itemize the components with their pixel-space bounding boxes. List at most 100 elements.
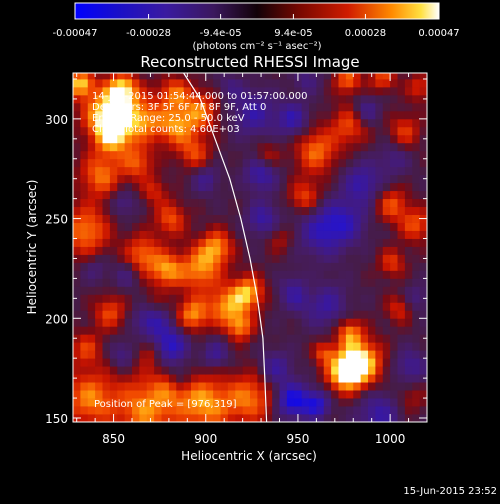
heatmap-cell: [220, 254, 229, 263]
heatmap-cell: [301, 166, 310, 176]
heatmap-cell: [264, 358, 273, 367]
heatmap-cell: [124, 278, 133, 287]
heatmap-cell: [168, 382, 177, 391]
heatmap-cell: [205, 73, 214, 80]
heatmap-cell: [294, 198, 303, 208]
heatmap-cell: [412, 238, 421, 247]
heatmap-cell: [191, 278, 199, 287]
heatmap-cell: [205, 342, 214, 351]
heatmap-cell: [345, 86, 354, 96]
heatmap-cell: [183, 238, 192, 247]
heatmap-cell: [227, 206, 236, 215]
heatmap-cell: [382, 158, 391, 168]
heatmap-cell: [353, 182, 362, 192]
heatmap-cell: [257, 286, 266, 295]
heatmap-cell: [242, 406, 251, 415]
heatmap-cell: [220, 262, 229, 271]
heatmap-cell: [154, 134, 162, 144]
heatmap-cell: [220, 174, 229, 184]
heatmap-cell: [397, 73, 406, 80]
heatmap-cell: [124, 86, 133, 96]
heatmap-cell: [117, 110, 126, 120]
heatmap-cell: [375, 350, 384, 359]
heatmap-cell: [345, 342, 354, 351]
heatmap-cell: [139, 214, 148, 223]
heatmap-cell: [87, 158, 96, 168]
heatmap-cell: [323, 94, 332, 104]
heatmap-cell: [309, 310, 317, 319]
heatmap-cell: [331, 182, 339, 192]
heatmap-cell: [146, 142, 155, 152]
heatmap-cell: [205, 238, 214, 247]
heatmap-cell: [146, 126, 155, 136]
heatmap-cell: [198, 73, 207, 80]
heatmap-cell: [390, 310, 398, 319]
heatmap-cell: [198, 94, 207, 104]
heatmap-cell: [154, 382, 162, 391]
heatmap-cell: [250, 286, 258, 295]
heatmap-cell: [176, 222, 185, 231]
heatmap-cell: [161, 358, 170, 367]
heatmap-cell: [390, 118, 398, 128]
heatmap-cell: [109, 350, 118, 359]
heatmap-cell: [397, 302, 406, 311]
heatmap-cell: [397, 374, 406, 383]
heatmap-cell: [345, 142, 354, 152]
heatmap-cell: [191, 366, 199, 375]
heatmap-cell: [294, 334, 303, 343]
heatmap-cell: [227, 326, 236, 335]
heatmap-cell: [73, 286, 81, 295]
heatmap-cell: [191, 238, 199, 247]
heatmap-cell: [124, 326, 133, 335]
heatmap-cell: [368, 406, 376, 415]
heatmap-cell: [176, 86, 185, 96]
heatmap-cell: [227, 134, 236, 144]
heatmap-cell: [191, 102, 199, 112]
heatmap-cell: [132, 342, 140, 351]
heatmap-cell: [132, 142, 140, 152]
heatmap-cell: [146, 118, 155, 128]
heatmap-cell: [198, 198, 207, 208]
heatmap-cell: [412, 286, 421, 295]
heatmap-cell: [360, 350, 369, 359]
heatmap-cell: [242, 222, 251, 231]
heatmap-cell: [183, 86, 192, 96]
heatmap-cell: [257, 310, 266, 319]
heatmap-cell: [176, 366, 185, 375]
heatmap-cell: [294, 190, 303, 200]
heatmap-cell: [412, 366, 421, 375]
heatmap-cell: [345, 126, 354, 136]
heatmap-cell: [264, 230, 273, 239]
heatmap-cell: [176, 302, 185, 311]
heatmap-cell: [146, 366, 155, 375]
heatmap-cell: [176, 294, 185, 303]
heatmap-cell: [168, 102, 177, 112]
heatmap-cell: [404, 166, 413, 176]
heatmap-cell: [183, 262, 192, 271]
heatmap-cell: [390, 406, 398, 415]
heatmap-cell: [419, 326, 427, 335]
heatmap-cell: [390, 110, 398, 120]
heatmap-cell: [257, 94, 266, 104]
heatmap-cell: [73, 358, 81, 367]
heatmap-cell: [257, 118, 266, 128]
heatmap-cell: [338, 350, 347, 359]
heatmap-cell: [220, 366, 229, 375]
heatmap-cell: [368, 238, 376, 247]
heatmap-cell: [176, 254, 185, 263]
heatmap-cell: [80, 190, 89, 200]
heatmap-cell: [309, 158, 317, 168]
heatmap-cell: [360, 214, 369, 223]
heatmap-cell: [331, 102, 339, 112]
heatmap-cell: [257, 270, 266, 279]
heatmap-cell: [294, 326, 303, 335]
heatmap-cell: [272, 350, 280, 359]
heatmap-cell: [316, 126, 325, 136]
heatmap-cell: [227, 318, 236, 327]
colorbar-tick-label: -0.00028: [126, 28, 171, 39]
heatmap-cell: [242, 270, 251, 279]
heatmap-cell: [412, 254, 421, 263]
heatmap-cell: [309, 94, 317, 104]
heatmap-cell: [316, 158, 325, 168]
heatmap-cell: [213, 206, 221, 215]
